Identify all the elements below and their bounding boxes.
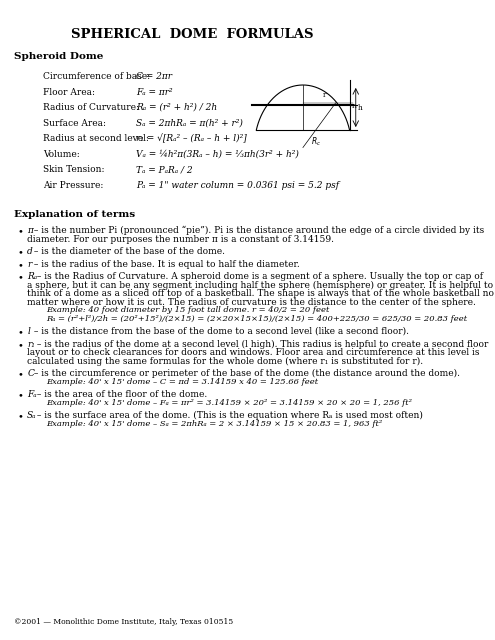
Text: – is the diameter of the base of the dome.: – is the diameter of the base of the dom…: [31, 247, 225, 256]
Text: Example: 40' x 15' dome – C = πd = 3.14159 x 40 = 125.66 feet: Example: 40' x 15' dome – C = πd = 3.141…: [47, 378, 319, 385]
Text: Skin Tension:: Skin Tension:: [43, 165, 104, 174]
Text: calculated using the same formulas for the whole dome (where r₁ is substituted f: calculated using the same formulas for t…: [27, 356, 423, 365]
Text: •: •: [17, 371, 23, 380]
Text: •: •: [17, 273, 23, 282]
Text: – is the number Pi (pronounced “pie”). Pi is the distance around the edge of a c: – is the number Pi (pronounced “pie”). P…: [31, 226, 484, 236]
Text: C: C: [27, 369, 34, 378]
Text: •: •: [17, 392, 23, 401]
Text: d: d: [27, 247, 33, 256]
Text: – is the surface area of the dome. (This is the equation where Rₐ is used most o: – is the surface area of the dome. (This…: [34, 411, 423, 420]
Text: $R_c$: $R_c$: [311, 136, 321, 148]
Text: Explanation of terms: Explanation of terms: [14, 210, 135, 219]
Text: ©2001 — Monolithic Dome Institute, Italy, Texas 010515: ©2001 — Monolithic Dome Institute, Italy…: [14, 618, 233, 626]
Text: Example: 40 foot diameter by 15 foot tall dome. r = 40/2 = 20 feet: Example: 40 foot diameter by 15 foot tal…: [47, 306, 330, 314]
Text: Tₐ = PₐRₐ / 2: Tₐ = PₐRₐ / 2: [136, 165, 193, 174]
Text: – is the area of the floor of the dome.: – is the area of the floor of the dome.: [34, 390, 207, 399]
Text: •: •: [17, 341, 23, 350]
Text: Sₐ = 2πhRₐ = π(h² + r²): Sₐ = 2πhRₐ = π(h² + r²): [136, 118, 243, 127]
Text: r₁ = √[Rₐ² – (Rₐ – h + l)²]: r₁ = √[Rₐ² – (Rₐ – h + l)²]: [136, 134, 247, 143]
Text: Fₐ = πr²: Fₐ = πr²: [136, 88, 173, 97]
Text: Rₐ = (r² + h²) / 2h: Rₐ = (r² + h²) / 2h: [136, 103, 217, 112]
Text: •: •: [17, 227, 23, 237]
Text: – is the distance from the base of the dome to a second level (like a second flo: – is the distance from the base of the d…: [31, 327, 409, 336]
Text: Spheroid Dome: Spheroid Dome: [14, 52, 103, 61]
Text: r: r: [322, 91, 326, 99]
Text: Radius at second level:: Radius at second level:: [43, 134, 148, 143]
Text: π: π: [27, 226, 33, 235]
Text: Vₐ = ¼h²π(3Rₐ – h) = ⅓πh(3r² + h²): Vₐ = ¼h²π(3Rₐ – h) = ⅓πh(3r² + h²): [136, 150, 299, 159]
Text: Surface Area:: Surface Area:: [43, 118, 106, 127]
Text: Example: 40' x 15' dome – Sₐ = 2πhRₐ = 2 × 3.14159 × 15 × 20.83 = 1, 963 ft²: Example: 40' x 15' dome – Sₐ = 2πhRₐ = 2…: [47, 419, 383, 428]
Text: r₁: r₁: [27, 339, 35, 349]
Text: Pₐ = 1" water column = 0.0361 psi = 5.2 psf: Pₐ = 1" water column = 0.0361 psi = 5.2 …: [136, 180, 339, 189]
Text: – is the radius of the base. It is equal to half the diameter.: – is the radius of the base. It is equal…: [31, 259, 299, 269]
Text: Example: 40' x 15' dome – Fₐ = πr² = 3.14159 × 20² = 3.14159 × 20 × 20 = 1, 256 : Example: 40' x 15' dome – Fₐ = πr² = 3.1…: [47, 399, 413, 406]
Text: Volume:: Volume:: [43, 150, 80, 159]
Text: Fₐ: Fₐ: [27, 390, 37, 399]
Text: – is the Radius of Curvature. A spheroid dome is a segment of a sphere. Usually : – is the Radius of Curvature. A spheroid…: [34, 272, 483, 281]
Text: •: •: [17, 328, 23, 337]
Text: •: •: [17, 261, 23, 270]
Text: SPHERICAL  DOME  FORMULAS: SPHERICAL DOME FORMULAS: [71, 28, 313, 41]
Text: Sₐ: Sₐ: [27, 411, 37, 420]
Text: Radius of Curvature:: Radius of Curvature:: [43, 103, 139, 112]
Text: Rₐ = (r²+l²)/2h = (20²+15²)/(2×15) = (2×20×15×15)/(2×15) = 400+225/30 = 625/30 =: Rₐ = (r²+l²)/2h = (20²+15²)/(2×15) = (2×…: [47, 314, 468, 323]
Text: Rₐ: Rₐ: [27, 272, 37, 281]
Text: Floor Area:: Floor Area:: [43, 88, 95, 97]
Text: •: •: [17, 248, 23, 257]
Text: think of a dome as a sliced off top of a basketball. The shape is always that of: think of a dome as a sliced off top of a…: [27, 289, 494, 298]
Text: h: h: [357, 104, 362, 111]
Text: r₁: r₁: [352, 102, 358, 110]
Text: •: •: [17, 413, 23, 422]
Text: layout or to check clearances for doors and windows. Floor area and circumferenc: layout or to check clearances for doors …: [27, 348, 480, 357]
Text: l: l: [27, 327, 30, 336]
Text: r: r: [27, 259, 32, 269]
Text: a sphere, but it can be any segment including half the sphere (hemisphere) or gr: a sphere, but it can be any segment incl…: [27, 280, 494, 290]
Text: – is the radius of the dome at a second level (l high). This radius is helpful t: – is the radius of the dome at a second …: [34, 339, 489, 349]
Text: C = 2πr: C = 2πr: [136, 72, 172, 81]
Text: Air Pressure:: Air Pressure:: [43, 180, 103, 189]
Text: diameter. For our purposes the number π is a constant of 3.14159.: diameter. For our purposes the number π …: [27, 234, 334, 243]
Text: Circumference of base:: Circumference of base:: [43, 72, 150, 81]
Text: – is the circumference or perimeter of the base of the dome (the distance around: – is the circumference or perimeter of t…: [31, 369, 460, 378]
Text: matter where or how it is cut. The radius of curvature is the distance to the ce: matter where or how it is cut. The radiu…: [27, 298, 476, 307]
